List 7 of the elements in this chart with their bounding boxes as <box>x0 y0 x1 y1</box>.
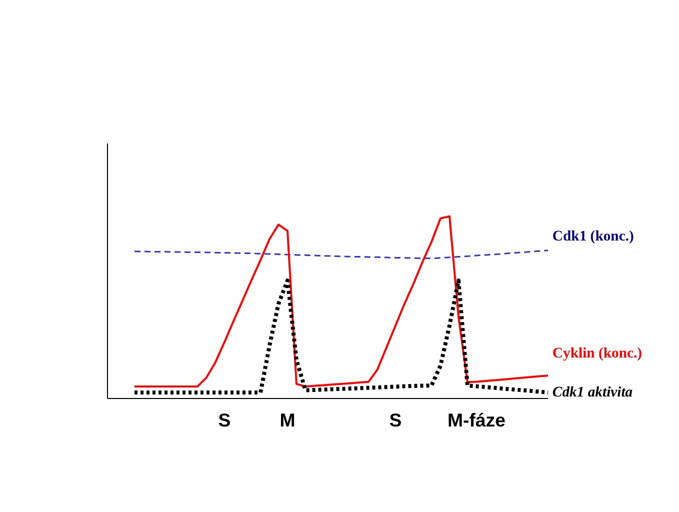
series-label: Cyklin (konc.) <box>552 346 642 362</box>
series-label: Cdk1 (konc.) <box>552 228 634 244</box>
x-tick-label: S <box>218 410 231 430</box>
x-tick-label: S <box>389 410 402 430</box>
series-label: Cdk1 aktivita <box>552 384 633 400</box>
x-tick-label: M-fáze <box>447 410 506 430</box>
x-tick-label: M <box>280 410 296 430</box>
